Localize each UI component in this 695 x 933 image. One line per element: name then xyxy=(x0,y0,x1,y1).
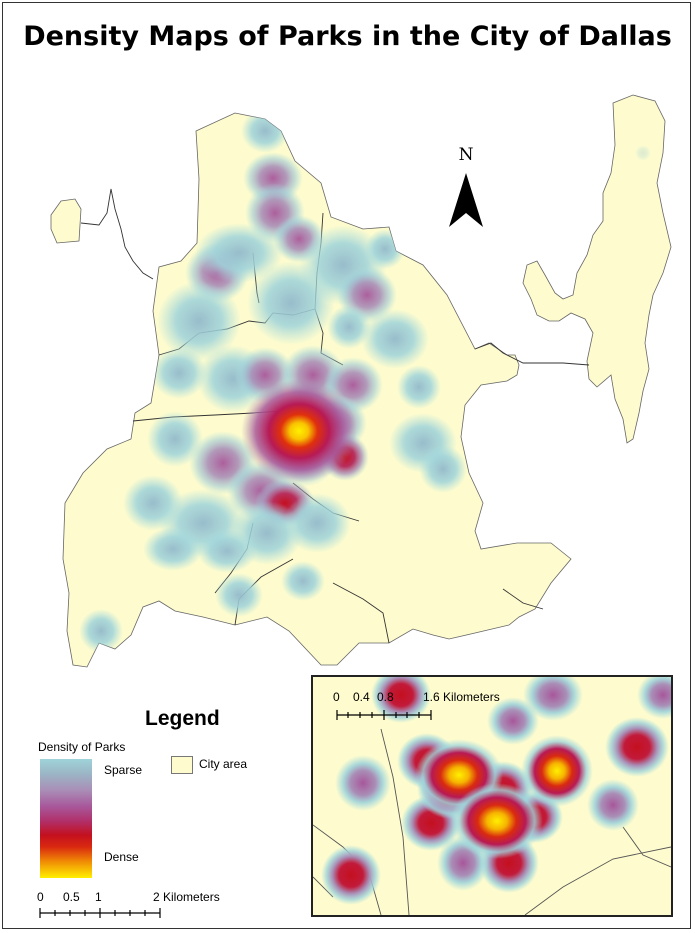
main-scale-tick-0: 0 xyxy=(37,890,44,904)
dense-label: Dense xyxy=(104,850,139,864)
density-color-ramp xyxy=(40,759,92,878)
inset-scale-tick-1: 0.4 xyxy=(353,690,370,704)
north-letter: N xyxy=(458,145,474,165)
inset-density-map xyxy=(313,677,671,915)
lake-density-layer xyxy=(635,145,651,161)
main-scale-tick-2: 1 xyxy=(95,890,102,904)
inset-scale-tick-3: 1.6 Kilometers xyxy=(423,690,500,704)
main-scale-tick-3: 2 Kilometers xyxy=(153,890,220,904)
map-title: Density Maps of Parks in the City of Dal… xyxy=(23,21,672,52)
density-label: Density of Parks xyxy=(38,740,126,754)
sparse-label: Sparse xyxy=(104,763,143,777)
main-scale-line xyxy=(39,908,161,918)
main-scale-tick-1: 0.5 xyxy=(63,890,80,904)
north-arrow-icon xyxy=(449,173,483,227)
legend-title: Legend xyxy=(145,707,220,730)
inset-scale-line xyxy=(336,710,432,720)
inset-scale-tick-0: 0 xyxy=(333,690,340,704)
inset-map: 0 0.4 0.8 1.6 Kilometers xyxy=(311,675,673,917)
city-area-swatch xyxy=(171,756,193,774)
city-area-label: City area xyxy=(199,757,248,771)
density-heat-layer xyxy=(79,113,467,653)
main-map xyxy=(50,94,672,668)
north-arrow: N xyxy=(444,145,488,231)
inset-scale-tick-2: 0.8 xyxy=(377,690,394,704)
